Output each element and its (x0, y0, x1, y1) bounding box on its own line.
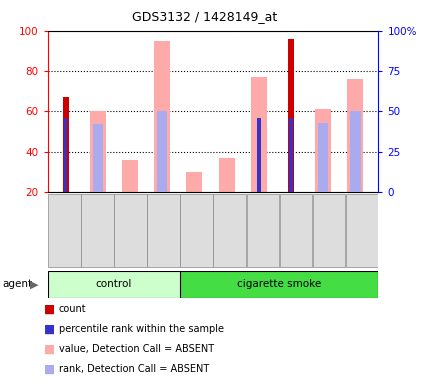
Bar (157, 111, 167, 192)
FancyBboxPatch shape (180, 194, 212, 267)
Text: ■: ■ (44, 362, 56, 376)
Text: agent: agent (2, 279, 32, 289)
Bar (154, 41, 170, 192)
Bar (346, 79, 362, 192)
FancyBboxPatch shape (147, 194, 179, 267)
Bar (289, 118, 292, 192)
Text: rank, Detection Call = ABSENT: rank, Detection Call = ABSENT (59, 364, 208, 374)
Text: control: control (95, 279, 132, 289)
FancyBboxPatch shape (48, 194, 80, 267)
FancyBboxPatch shape (279, 194, 311, 267)
Bar (90, 111, 106, 192)
Bar (317, 122, 328, 192)
FancyBboxPatch shape (213, 194, 245, 267)
Text: ■: ■ (44, 323, 56, 336)
Bar (122, 160, 138, 192)
Text: value, Detection Call = ABSENT: value, Detection Call = ABSENT (59, 344, 214, 354)
FancyBboxPatch shape (114, 194, 146, 267)
Text: ▶: ▶ (30, 279, 38, 289)
Bar (92, 124, 103, 192)
Bar (250, 77, 266, 192)
Bar (218, 158, 234, 192)
FancyBboxPatch shape (246, 194, 278, 267)
Bar (287, 39, 293, 192)
FancyBboxPatch shape (345, 194, 377, 267)
Text: percentile rank within the sample: percentile rank within the sample (59, 324, 223, 334)
FancyBboxPatch shape (81, 194, 113, 267)
Bar (256, 118, 260, 192)
FancyBboxPatch shape (48, 271, 180, 298)
Text: cigarette smoke: cigarette smoke (237, 279, 321, 289)
Bar (314, 109, 330, 192)
Text: ■: ■ (44, 343, 56, 356)
Text: ■: ■ (44, 303, 56, 316)
Bar (63, 97, 68, 192)
Text: GDS3132 / 1428149_at: GDS3132 / 1428149_at (132, 10, 276, 23)
Bar (64, 118, 67, 192)
Bar (186, 172, 202, 192)
Bar (349, 111, 360, 192)
FancyBboxPatch shape (180, 271, 378, 298)
Text: count: count (59, 304, 86, 314)
FancyBboxPatch shape (312, 194, 344, 267)
